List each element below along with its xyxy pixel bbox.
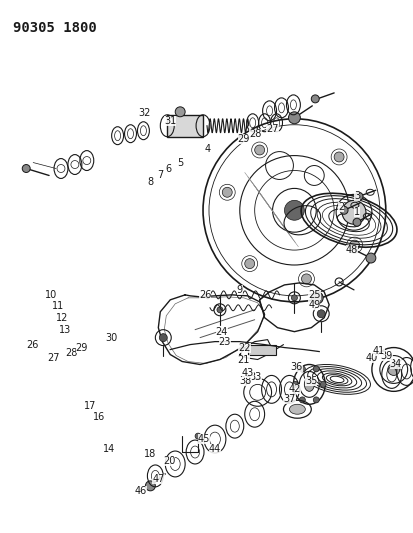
Text: 7: 7 bbox=[157, 171, 163, 181]
Text: 13: 13 bbox=[59, 325, 71, 335]
Text: 14: 14 bbox=[102, 444, 114, 454]
Circle shape bbox=[349, 240, 359, 250]
Text: 23: 23 bbox=[218, 337, 230, 346]
Text: 8: 8 bbox=[147, 177, 153, 188]
Text: 43: 43 bbox=[241, 368, 253, 378]
Circle shape bbox=[320, 382, 325, 387]
Text: 90305 1800: 90305 1800 bbox=[13, 21, 97, 35]
Text: 39: 39 bbox=[380, 351, 392, 360]
Circle shape bbox=[333, 152, 343, 162]
Ellipse shape bbox=[304, 377, 313, 391]
Circle shape bbox=[387, 364, 399, 375]
Circle shape bbox=[292, 382, 298, 387]
Text: 22: 22 bbox=[238, 343, 250, 352]
Circle shape bbox=[316, 310, 325, 318]
Text: 48: 48 bbox=[345, 245, 357, 255]
Text: 41: 41 bbox=[372, 345, 384, 356]
Circle shape bbox=[313, 366, 318, 372]
Text: 36: 36 bbox=[290, 362, 302, 373]
Ellipse shape bbox=[289, 404, 305, 414]
Circle shape bbox=[216, 307, 222, 313]
Text: 44: 44 bbox=[208, 444, 221, 454]
Text: 45: 45 bbox=[197, 434, 210, 444]
Text: 12: 12 bbox=[56, 313, 68, 323]
Circle shape bbox=[195, 433, 201, 439]
Text: 17: 17 bbox=[83, 401, 96, 411]
Circle shape bbox=[311, 95, 318, 103]
Text: 31: 31 bbox=[164, 116, 176, 126]
Text: 46: 46 bbox=[134, 486, 146, 496]
Text: 1: 1 bbox=[353, 207, 359, 217]
Text: 27: 27 bbox=[47, 352, 59, 362]
Circle shape bbox=[222, 187, 232, 197]
Text: 29: 29 bbox=[76, 343, 88, 352]
Text: 3: 3 bbox=[353, 191, 359, 201]
Text: 30: 30 bbox=[105, 333, 117, 343]
Text: 21: 21 bbox=[237, 354, 249, 365]
Text: 6: 6 bbox=[165, 164, 171, 174]
Text: 2: 2 bbox=[337, 203, 343, 212]
Text: 35: 35 bbox=[304, 376, 317, 386]
Text: 33: 33 bbox=[249, 373, 261, 382]
Circle shape bbox=[365, 253, 375, 263]
Text: 29: 29 bbox=[237, 134, 249, 144]
Circle shape bbox=[339, 206, 347, 214]
Circle shape bbox=[159, 334, 167, 342]
Text: 27: 27 bbox=[266, 124, 278, 134]
Text: 11: 11 bbox=[52, 301, 64, 311]
Text: 34: 34 bbox=[389, 359, 401, 369]
Text: 25: 25 bbox=[307, 290, 320, 300]
Circle shape bbox=[299, 397, 305, 403]
Circle shape bbox=[22, 165, 30, 173]
Circle shape bbox=[299, 366, 305, 372]
Text: 49: 49 bbox=[307, 300, 320, 310]
Circle shape bbox=[254, 145, 264, 155]
Text: 5: 5 bbox=[177, 158, 183, 167]
Circle shape bbox=[145, 481, 155, 491]
Circle shape bbox=[341, 200, 365, 224]
Circle shape bbox=[354, 192, 362, 200]
Circle shape bbox=[311, 292, 323, 304]
Text: 10: 10 bbox=[45, 290, 57, 300]
Text: 24: 24 bbox=[215, 327, 228, 337]
Circle shape bbox=[291, 295, 297, 301]
Bar bbox=[247, 345, 275, 354]
Circle shape bbox=[301, 274, 311, 284]
Circle shape bbox=[313, 397, 318, 403]
Text: 42: 42 bbox=[287, 384, 300, 394]
Text: 32: 32 bbox=[138, 108, 150, 118]
Text: 26: 26 bbox=[26, 340, 38, 350]
Text: 20: 20 bbox=[163, 456, 175, 466]
Text: 40: 40 bbox=[365, 352, 377, 362]
Circle shape bbox=[288, 112, 300, 124]
Bar bbox=[167, 115, 202, 136]
Text: 38: 38 bbox=[239, 376, 251, 386]
Circle shape bbox=[352, 218, 360, 226]
Circle shape bbox=[244, 259, 254, 269]
Text: 4: 4 bbox=[204, 143, 211, 154]
Text: 28: 28 bbox=[249, 128, 261, 139]
Text: 37: 37 bbox=[282, 394, 295, 405]
Text: 28: 28 bbox=[66, 348, 78, 358]
Text: 9: 9 bbox=[236, 285, 242, 295]
Text: 16: 16 bbox=[93, 412, 104, 422]
Circle shape bbox=[175, 107, 185, 117]
Text: 26: 26 bbox=[198, 290, 211, 300]
Text: 47: 47 bbox=[152, 474, 164, 484]
Text: 18: 18 bbox=[144, 449, 156, 459]
Circle shape bbox=[284, 200, 304, 220]
